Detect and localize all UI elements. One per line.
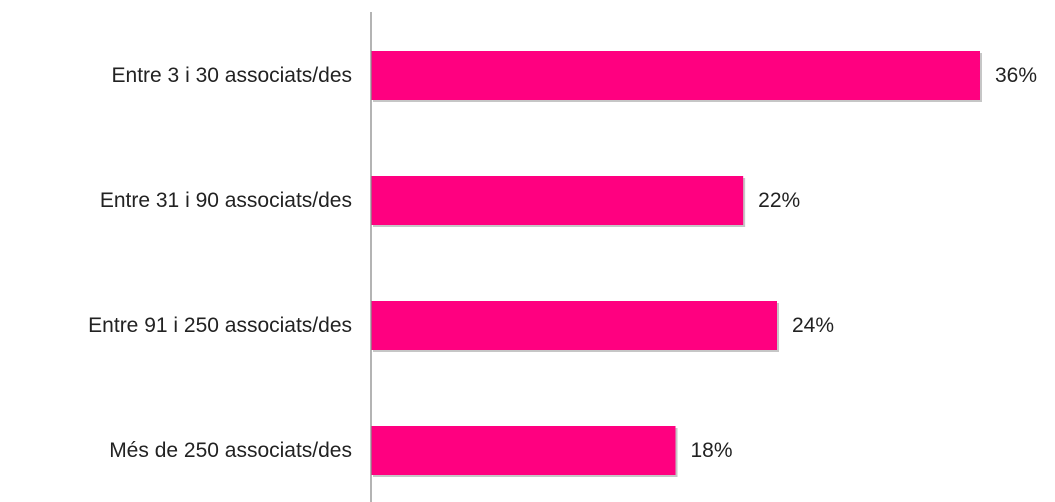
- category-label: Entre 91 i 250 associats/des: [88, 314, 352, 337]
- category-label: Entre 31 i 90 associats/des: [100, 189, 352, 212]
- value-label: 22%: [758, 189, 800, 212]
- bar: [371, 301, 777, 350]
- category-label: Més de 250 associats/des: [109, 439, 352, 462]
- bars-layer: [371, 51, 982, 477]
- value-label: 24%: [792, 314, 834, 337]
- value-label: 18%: [691, 439, 733, 462]
- value-label: 36%: [995, 64, 1037, 87]
- bar: [371, 51, 980, 100]
- category-label: Entre 3 i 30 associats/des: [112, 64, 352, 87]
- labels-layer: Entre 3 i 30 associats/des 36% Entre 31 i …: [88, 64, 1037, 462]
- bar: [371, 176, 744, 225]
- bar: [371, 426, 676, 475]
